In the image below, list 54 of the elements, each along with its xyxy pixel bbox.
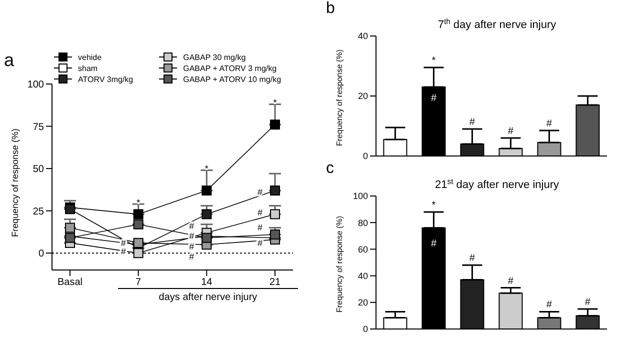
y-tick-label: 20 xyxy=(358,91,368,102)
y-tick-label: 100 xyxy=(352,191,368,202)
annotation: # xyxy=(257,208,263,218)
y-tick-label: 20 xyxy=(358,298,368,308)
annotation: # xyxy=(189,241,194,252)
y-axis-title: Frequency of response (%) xyxy=(334,216,344,312)
annotation: # xyxy=(430,92,437,104)
legend-label: GABAP 30 mg/kg xyxy=(183,52,246,62)
data-label: # xyxy=(469,117,476,128)
data-label: * xyxy=(432,56,436,66)
annotation: * xyxy=(273,98,278,108)
legend-label: sham xyxy=(78,64,98,72)
chart-title: 7$^{th}$ day after nerve injury xyxy=(438,16,557,31)
y-tick-label: 50 xyxy=(32,164,44,176)
data-label: # xyxy=(546,118,552,130)
y-tick-label: 80 xyxy=(358,218,368,228)
annotation: # xyxy=(257,222,263,233)
annotation: * xyxy=(136,197,141,208)
text: a xyxy=(4,50,14,71)
annotation: # xyxy=(189,251,194,262)
y-tick-label: 0 xyxy=(362,151,368,162)
x-tick-label: Basal xyxy=(57,277,83,288)
legend-label: GABAP + ATORV 3 mg/kg xyxy=(183,64,277,72)
text: c xyxy=(326,160,334,178)
data-label: # xyxy=(508,126,514,137)
y-tick-label: 0 xyxy=(362,324,368,334)
data-label: # xyxy=(469,253,476,264)
chart-title: 21$^{st}$ day after nerve injury xyxy=(434,176,560,191)
data-label: * xyxy=(432,200,436,211)
y-tick-label: 0 xyxy=(38,248,44,260)
annotation: # xyxy=(430,238,437,250)
y-tick-label: 75 xyxy=(32,122,44,133)
y-axis-title: Frequency of response (%) xyxy=(334,49,344,146)
y-tick-label: 40 xyxy=(358,31,368,42)
x-tick-label: 7 xyxy=(136,277,142,288)
annotation: # xyxy=(257,238,263,248)
y-tick-label: 60 xyxy=(358,244,368,254)
legend-label: GABAP + ATORV 10 mg/kg xyxy=(183,74,282,84)
annotation: # xyxy=(189,221,194,232)
x-tick-label: 21 xyxy=(269,277,281,288)
data-label: # xyxy=(546,300,552,311)
y-tick-label: 40 xyxy=(358,270,368,281)
legend-label: vehide xyxy=(78,52,102,62)
y-tick-label: 100 xyxy=(27,80,44,91)
data-label: # xyxy=(584,297,591,308)
annotation: # xyxy=(257,187,263,198)
x-axis-title: days after nerve injury xyxy=(118,288,298,303)
x-tick-label: 14 xyxy=(201,277,213,288)
y-axis-title: Frequency of response (%) xyxy=(10,128,20,237)
legend-label: ATORV 3mg/kg xyxy=(78,74,134,84)
text: b xyxy=(326,0,335,18)
annotation: * xyxy=(204,164,209,174)
y-tick-label: 25 xyxy=(32,206,44,218)
data-label: # xyxy=(508,276,514,287)
